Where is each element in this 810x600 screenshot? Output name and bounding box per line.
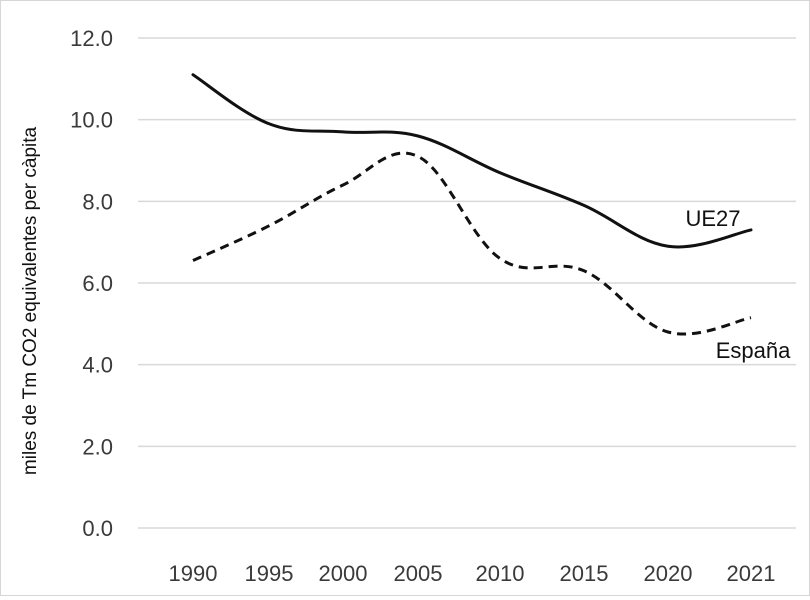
y-tick-label: 4.0 bbox=[82, 353, 113, 378]
x-tick-label: 2020 bbox=[644, 561, 693, 586]
x-tick-label: 1995 bbox=[245, 561, 294, 586]
x-axis-ticks: 1990 1995 2000 2005 2010 2015 2020 2021 bbox=[169, 561, 776, 586]
y-tick-label: 2.0 bbox=[82, 434, 113, 459]
series-labels: UE27 España bbox=[685, 206, 791, 363]
y-tick-label: 10.0 bbox=[70, 108, 113, 133]
series-label: UE27 bbox=[685, 206, 740, 231]
series-line-espana bbox=[192, 151, 752, 336]
x-tick-label: 2021 bbox=[727, 561, 776, 586]
x-tick-label: 2010 bbox=[476, 561, 525, 586]
y-tick-label: 6.0 bbox=[82, 271, 113, 296]
y-tick-label: 12.0 bbox=[70, 26, 113, 51]
y-axis-label: miles de Tm CO2 equivalentes per càpita bbox=[20, 126, 41, 475]
series-line-ue27 bbox=[191, 73, 753, 249]
x-tick-label: 2015 bbox=[560, 561, 609, 586]
y-axis-ticks: 0.0 2.0 4.0 6.0 8.0 10.0 12.0 bbox=[70, 26, 113, 541]
x-tick-label: 2005 bbox=[394, 561, 443, 586]
x-tick-label: 2000 bbox=[319, 561, 368, 586]
series-label: España bbox=[716, 338, 791, 363]
y-tick-label: 8.0 bbox=[82, 189, 113, 214]
y-tick-label: 0.0 bbox=[82, 516, 113, 541]
gridlines bbox=[138, 37, 796, 529]
x-tick-label: 1990 bbox=[169, 561, 218, 586]
series-lines bbox=[191, 73, 753, 336]
